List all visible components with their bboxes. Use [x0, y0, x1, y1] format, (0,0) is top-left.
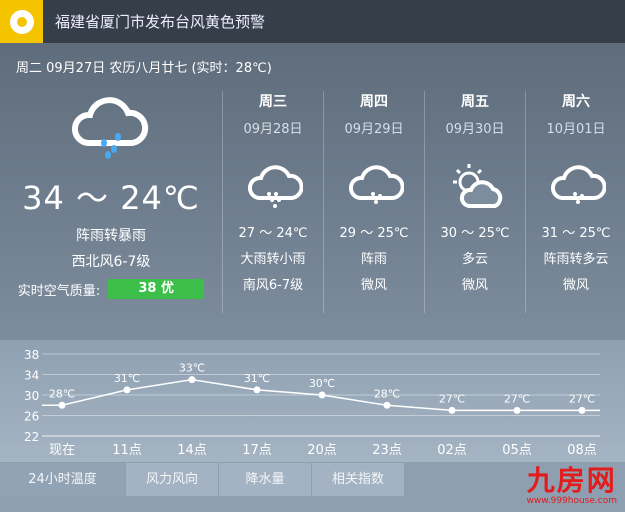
data-label: 27℃	[439, 392, 465, 405]
y-tick-label: 30	[24, 389, 39, 403]
x-tick-label: 23点	[372, 443, 402, 458]
aq-value[interactable]: 38 优	[108, 279, 205, 299]
temperature-chart: 38 34 30 26 22 28℃ 现在 31℃ 11点 33℃ 14点 31℃ 17点 30℃ 20点 2…	[0, 340, 625, 462]
data-point	[383, 401, 391, 409]
day-weather: 多云	[461, 252, 488, 267]
data-point	[253, 386, 261, 394]
data-label: 30℃	[309, 377, 335, 390]
chart-tabs: 24小时温度 风力风向 降水量 相关指数	[0, 463, 405, 496]
day-weather: 阵雨	[360, 252, 387, 267]
y-tick-label: 26	[24, 410, 39, 424]
day-name: 周三	[259, 94, 287, 110]
tab-temperature[interactable]: 24小时温度	[0, 463, 125, 496]
x-tick-label: 17点	[242, 443, 272, 458]
weather-main: 周二 09月27日 农历八月廿七 (实时：28℃) 34 ～ 24℃ 阵雨转暴雨…	[0, 43, 625, 340]
tab-precipitation[interactable]: 降水量	[219, 463, 311, 496]
day-name: 周六	[562, 94, 590, 110]
forecast-day[interactable]: 周五 09月30日 30 ～ 25℃ 多云 微风	[424, 91, 525, 313]
data-label: 27℃	[569, 392, 595, 405]
day-temp: 27 ～ 24℃	[238, 226, 308, 241]
data-label: 27℃	[504, 392, 530, 405]
day-date: 09月29日	[344, 122, 404, 137]
y-tick-label: 38	[24, 348, 39, 362]
current-date: 周二 09月27日 农历八月廿七 (实时：28℃)	[16, 61, 272, 76]
x-tick-label: 05点	[502, 443, 532, 458]
data-label: 28℃	[49, 387, 75, 400]
x-tick-label: 14点	[177, 443, 207, 458]
warning-title[interactable]: 福建省厦门市发布台风黄色预警	[55, 13, 266, 31]
shower-icon	[551, 165, 607, 204]
air-quality: 实时空气质量: 38 优	[0, 279, 222, 299]
forecast-day[interactable]: 周四 09月29日 29 ～ 25℃ 阵雨 微风	[323, 91, 424, 313]
day-weather: 阵雨转多云	[543, 252, 609, 267]
data-label: 28℃	[374, 387, 400, 400]
x-tick-label: 现在	[49, 443, 75, 458]
warning-header: 福建省厦门市发布台风黄色预警	[0, 0, 625, 43]
today-weather: 阵雨转暴雨	[76, 228, 146, 244]
today-temp: 34 ～ 24℃	[22, 179, 200, 217]
data-point	[123, 386, 131, 394]
day-wind: 微风	[360, 278, 387, 293]
aq-label: 实时空气质量:	[17, 283, 101, 299]
x-tick-label: 08点	[567, 443, 597, 458]
x-tick-label: 20点	[307, 443, 337, 458]
data-point	[318, 391, 326, 399]
day-wind: 微风	[562, 278, 589, 293]
y-tick-label: 34	[24, 369, 39, 383]
x-tick-label: 02点	[437, 443, 467, 458]
day-name: 周四	[360, 94, 388, 110]
data-point	[513, 406, 521, 414]
y-tick-label: 22	[24, 430, 39, 444]
shower-icon	[349, 165, 405, 204]
typhoon-icon	[0, 0, 43, 43]
data-point	[448, 406, 456, 414]
logo-url: www.999house.com	[526, 496, 617, 506]
rain-cloud-icon	[71, 97, 149, 159]
forecast-day[interactable]: 周六 10月01日 31 ～ 25℃ 阵雨转多云 微风	[525, 91, 625, 313]
partly-cloudy-icon	[453, 164, 503, 208]
rain-icon	[248, 165, 304, 208]
tab-wind[interactable]: 风力风向	[126, 463, 218, 496]
logo-text: 九房网	[526, 464, 617, 497]
forecast-day[interactable]: 周三 09月28日 27 ～ 24℃ 大雨转小雨 南风6-7级	[222, 91, 323, 313]
data-point	[58, 401, 66, 409]
day-temp: 31 ～ 25℃	[541, 226, 611, 241]
x-tick-label: 11点	[112, 443, 142, 458]
day-weather: 大雨转小雨	[240, 252, 306, 267]
day-date: 10月01日	[546, 122, 606, 137]
data-label: 33℃	[179, 362, 205, 375]
data-point	[578, 406, 586, 414]
site-logo: 九房网 www.999house.com	[526, 464, 617, 507]
day-temp: 29 ～ 25℃	[339, 226, 409, 241]
day-date: 09月28日	[243, 122, 303, 137]
forecast-list: 周三 09月28日 27 ～ 24℃ 大雨转小雨 南风6-7级 周四 09月29…	[222, 91, 625, 313]
day-name: 周五	[461, 94, 489, 110]
day-wind: 微风	[461, 278, 488, 293]
data-point	[188, 376, 196, 384]
tab-indices[interactable]: 相关指数	[312, 463, 404, 496]
data-label: 31℃	[114, 372, 140, 385]
today-wind: 西北风6-7级	[71, 254, 151, 270]
day-date: 09月30日	[445, 122, 505, 137]
today-panel: 34 ～ 24℃ 阵雨转暴雨 西北风6-7级 实时空气质量: 38 优	[0, 93, 222, 299]
day-temp: 30 ～ 25℃	[440, 226, 510, 241]
day-wind: 南风6-7级	[242, 278, 304, 293]
data-label: 31℃	[244, 372, 270, 385]
